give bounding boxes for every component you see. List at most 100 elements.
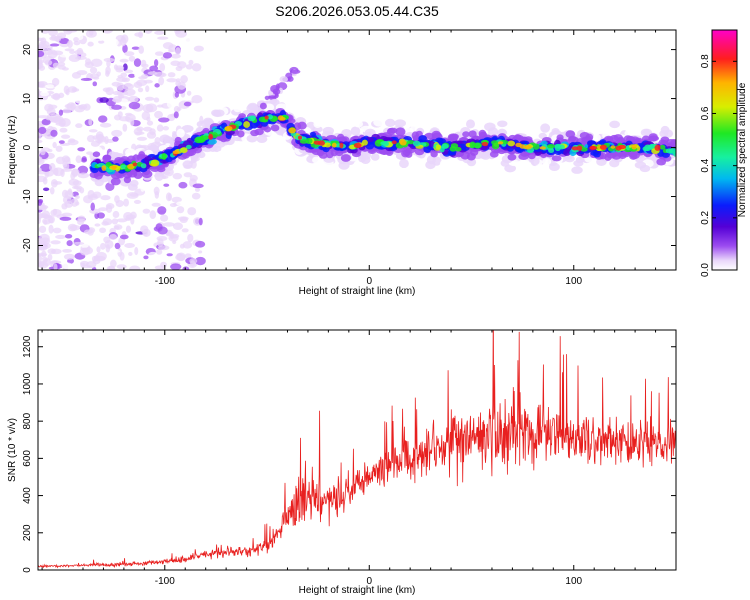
heatmap-cell [123, 170, 133, 179]
heatmap-cell [52, 141, 57, 149]
heatmap-cell [116, 218, 128, 223]
heatmap-cell [599, 144, 607, 150]
heatmap-cell [573, 160, 584, 167]
colorbar-tick-label: 0.2 [700, 210, 711, 224]
heatmap-cell [539, 146, 546, 150]
heatmap-cell [191, 63, 202, 72]
heatmap-cell [97, 212, 105, 219]
heatmap-cell [151, 202, 161, 207]
heatmap-cell [131, 46, 140, 50]
heatmap-cell [325, 149, 334, 159]
heatmap-cell [448, 133, 459, 140]
heatmap-cell [585, 133, 594, 142]
x-tick-label: 0 [366, 576, 372, 587]
heatmap-cell [41, 210, 51, 219]
heatmap-cell [297, 121, 307, 130]
heatmap-cell [112, 90, 123, 96]
heatmap-cell [609, 120, 621, 129]
colorbar-axis: 0.0 0.2 0.4 0.6 0.8 [700, 54, 737, 277]
heatmap-cell [105, 87, 114, 96]
heatmap-cell [143, 30, 153, 34]
heatmap-cell [176, 253, 183, 257]
heatmap-cell [147, 71, 158, 76]
heatmap-cell [208, 133, 214, 140]
heatmap-cell [80, 52, 87, 58]
heatmap-cell [191, 192, 201, 200]
heatmap-cell [64, 233, 73, 239]
heatmap-cell [99, 242, 106, 250]
heatmap-cell [85, 58, 92, 65]
heatmap-cell [540, 123, 551, 133]
heatmap-cell [111, 249, 121, 253]
heatmap-cell [92, 81, 98, 87]
heatmap-cell [176, 107, 182, 111]
heatmap-cell [175, 47, 181, 56]
heatmap-cell [102, 30, 113, 34]
heatmap-cell [571, 146, 579, 151]
heatmap-cell [180, 147, 188, 154]
heatmap-cell [263, 126, 272, 133]
heatmap-cell [340, 154, 351, 162]
heatmap-cell [169, 231, 175, 240]
heatmap-cell [38, 88, 41, 97]
heatmap-cell [77, 172, 90, 179]
heatmap-cell [43, 258, 51, 267]
heatmap-cell [157, 206, 167, 215]
heatmap-cell [576, 145, 583, 151]
heatmap-cell [150, 159, 160, 167]
heatmap-cell [48, 104, 58, 110]
heatmap-cell [194, 256, 206, 266]
heatmap-cell [407, 158, 416, 167]
heatmap-data [38, 30, 676, 270]
heatmap-cell [38, 63, 42, 70]
heatmap-cell [94, 178, 104, 187]
heatmap-cell [38, 167, 42, 172]
heatmap-cell [50, 240, 61, 245]
heatmap-cell [395, 127, 406, 137]
heatmap-cell [589, 145, 595, 150]
heatmap-x-axis: -100 0 100 [41, 30, 657, 287]
heatmap-cell [111, 129, 123, 137]
colorbar-tick-label: 0.0 [700, 263, 711, 277]
heatmap-cell [268, 95, 277, 100]
heatmap-cell [225, 126, 233, 132]
heatmap-cell [175, 66, 183, 72]
heatmap-cell [41, 242, 51, 250]
heatmap-cell [109, 259, 117, 268]
heatmap-cell [161, 152, 167, 160]
heatmap-cell [180, 38, 193, 44]
heatmap-cell [55, 234, 66, 240]
heatmap-cell [115, 199, 124, 208]
heatmap-cell [154, 51, 164, 56]
heatmap-cell [140, 163, 147, 169]
heatmap-cell [133, 127, 143, 136]
colorbar-tick-label: 0.6 [700, 106, 711, 120]
heatmap-cell [119, 234, 129, 240]
heatmap-cell [124, 112, 133, 116]
heatmap-cell [214, 109, 225, 117]
heatmap-cell [197, 151, 206, 159]
heatmap-cell [72, 241, 85, 245]
heatmap-cell [80, 240, 90, 249]
heatmap-cell [634, 161, 647, 169]
heatmap-cell [142, 126, 153, 132]
heatmap-cell [178, 181, 188, 189]
heatmap-cell [288, 127, 296, 134]
heatmap-cell [256, 135, 268, 143]
heatmap-cell [99, 97, 109, 103]
heatmap-cell [466, 119, 476, 129]
heatmap-cell [623, 135, 633, 142]
heatmap-cell [128, 251, 133, 257]
heatmap-cell [38, 239, 43, 249]
heatmap-cell [146, 120, 154, 126]
heatmap-cell [145, 85, 150, 93]
heatmap-cell [188, 59, 194, 65]
x-tick-label: -100 [155, 576, 175, 587]
heatmap-x-label: Height of straight line (km) [299, 286, 416, 297]
heatmap-cell [174, 30, 181, 35]
heatmap-cell [279, 76, 289, 83]
heatmap-cell [571, 166, 583, 174]
heatmap-cell [128, 101, 141, 110]
heatmap-cell [412, 140, 421, 147]
heatmap-cell [101, 165, 107, 171]
